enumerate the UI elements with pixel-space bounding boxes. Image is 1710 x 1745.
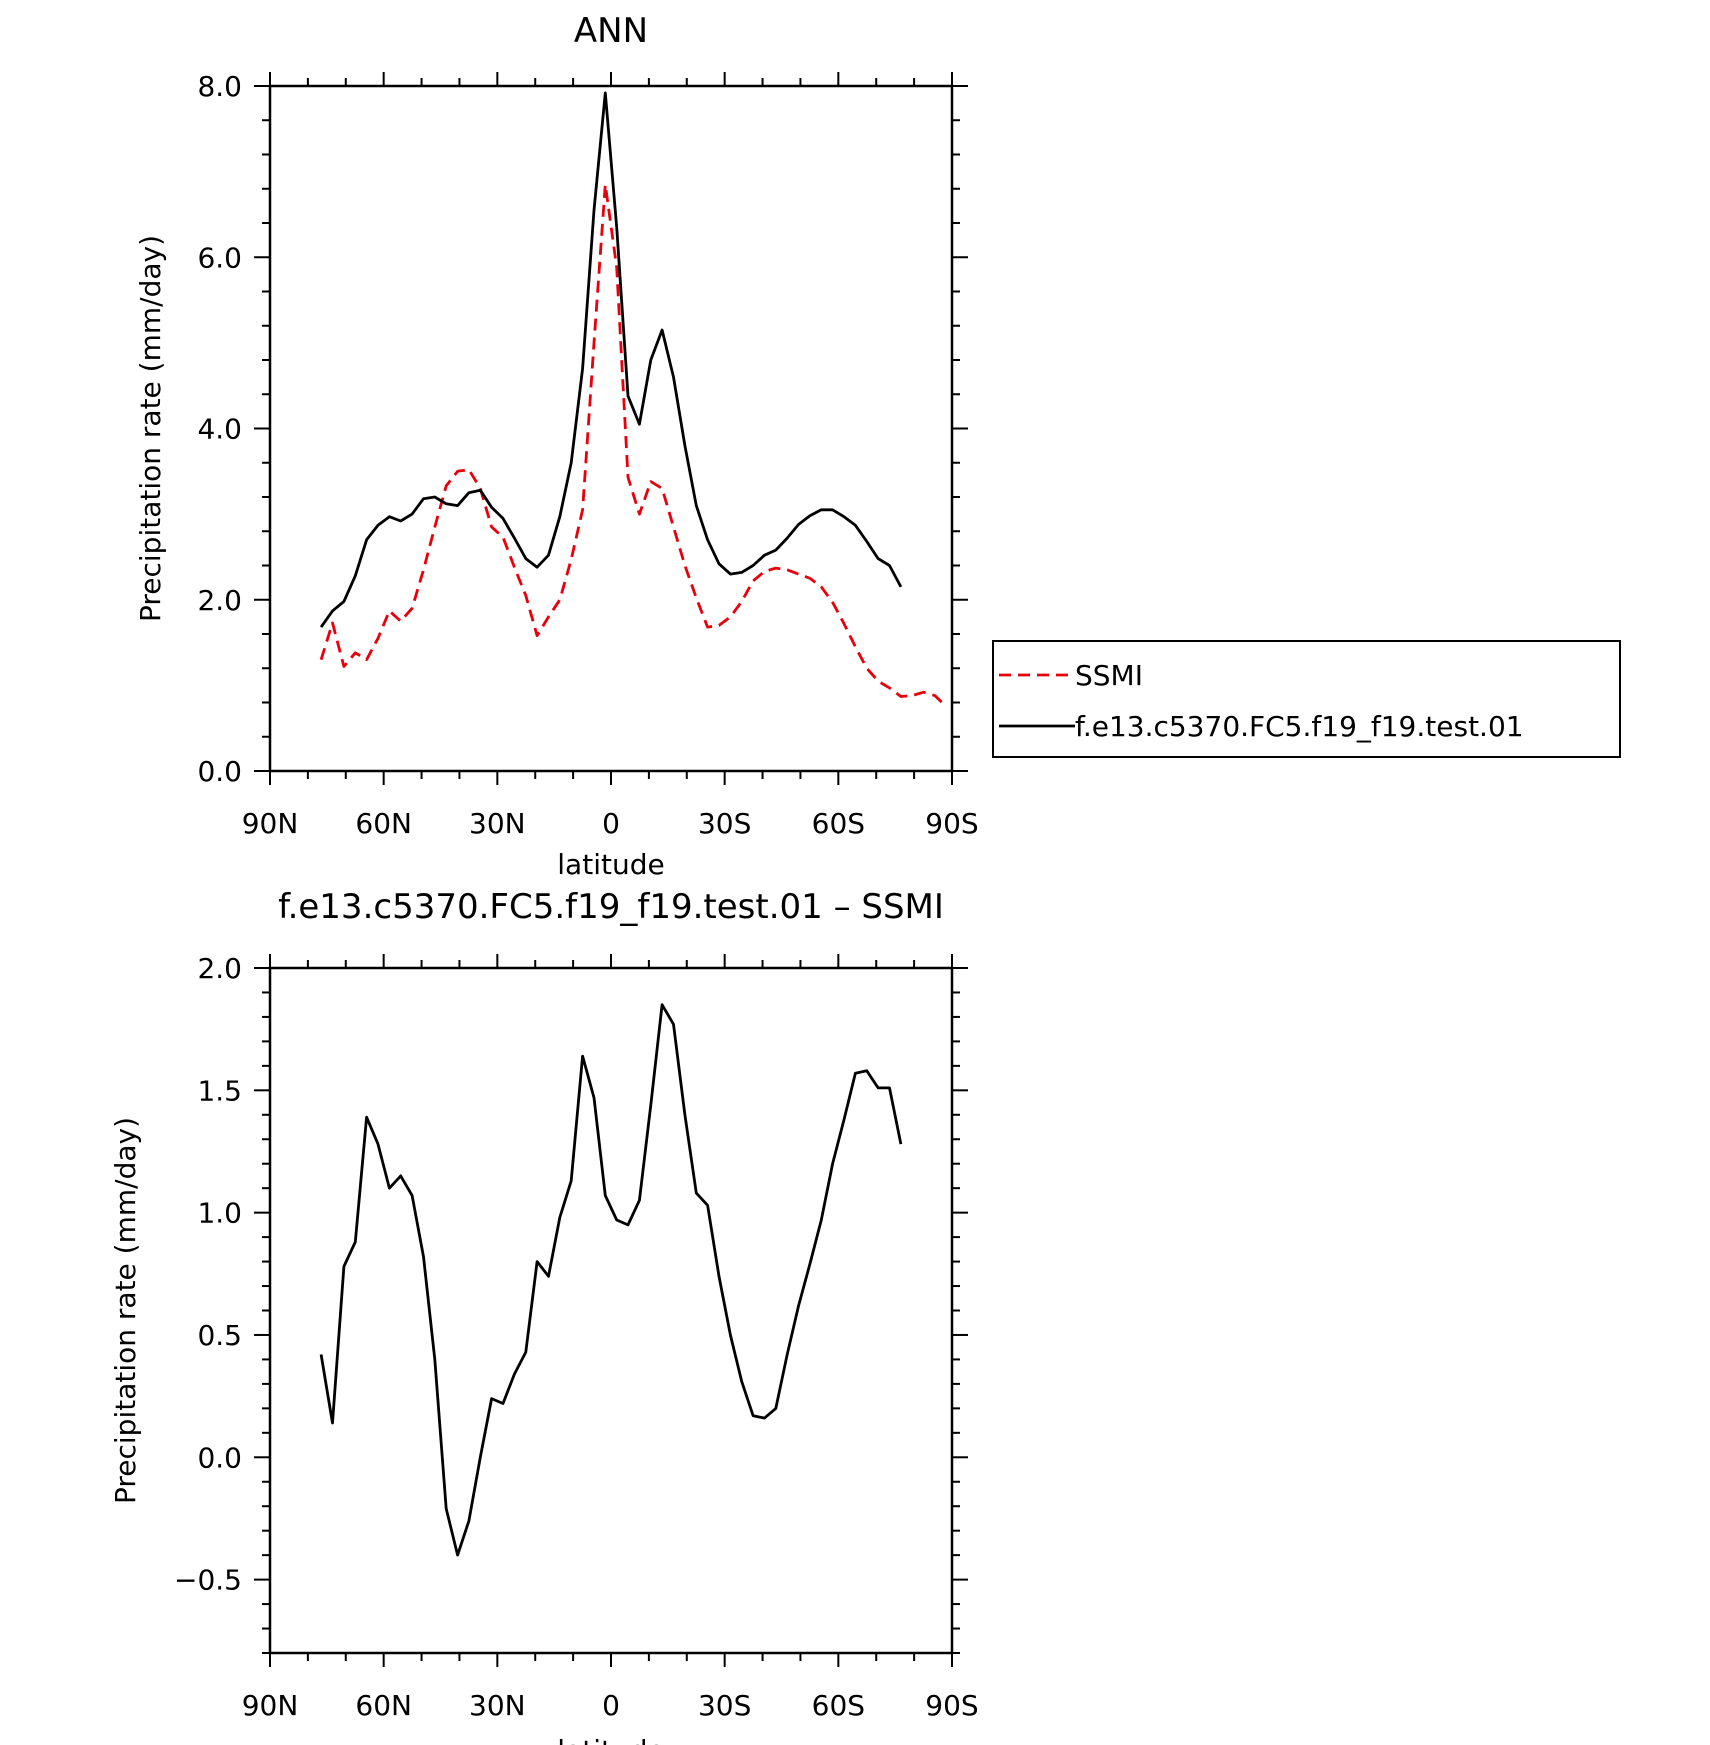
legend-entry: SSMI	[1075, 659, 1143, 692]
y-tick-label: 1.5	[197, 1074, 242, 1107]
x-tick-label: 90S	[925, 807, 978, 840]
plot-frame	[268, 84, 954, 773]
series-line-ssmi	[319, 183, 948, 708]
y-tick-label: 4.0	[197, 413, 242, 446]
x-tick-label: 90N	[242, 1689, 299, 1722]
legend-box	[992, 640, 1621, 758]
y-tick-label: 1.0	[197, 1197, 242, 1230]
y-tick-label: 2.0	[197, 952, 242, 985]
chart-annual-precipitation: 90N 60N 30N 0 30S 60S 90S 0.0 2.0 4.0 6.0 8.0 ANN lat…	[134, 11, 1621, 881]
y-tick-label: −0.5	[174, 1564, 242, 1597]
chart-difference: 90N 60N 30N 0 30S 60S 90S −0.5 0.0 0.5 1.0 1.5 2.0 f.…	[109, 887, 979, 1745]
y-tick-label: 0.0	[197, 1441, 242, 1474]
x-tick-label: 60N	[355, 807, 412, 840]
x-tick-label: 30S	[698, 807, 751, 840]
x-tick-label: 0	[602, 807, 620, 840]
y-tick-label: 0.0	[197, 755, 242, 788]
y-axis-label: Precipitation rate (mm/day)	[134, 235, 167, 622]
x-axis-label: latitude	[557, 1734, 664, 1745]
y-tick-label: 0.5	[197, 1319, 242, 1352]
x-tick-label: 60N	[355, 1689, 412, 1722]
y-tick-label: 2.0	[197, 584, 242, 617]
x-tick-label: 60S	[812, 807, 865, 840]
x-tick-label: 30N	[469, 807, 526, 840]
chart-title: f.e13.c5370.FC5.f19_f19.test.01 – SSMI	[278, 887, 944, 927]
x-axis-label: latitude	[557, 848, 664, 881]
x-tick-label: 90N	[242, 807, 299, 840]
plot-frame	[268, 966, 954, 1655]
x-tick-label: 60S	[812, 1689, 865, 1722]
x-tick-label: 30S	[698, 1689, 751, 1722]
series-line-model	[319, 91, 903, 628]
x-tick-label: 90S	[925, 1689, 978, 1722]
x-tick-label: 0	[602, 1689, 620, 1722]
series-line-difference	[319, 1003, 903, 1557]
y-tick-label: 8.0	[197, 70, 242, 103]
chart-title: ANN	[574, 11, 648, 51]
y-tick-label: 6.0	[197, 241, 242, 274]
legend-entry: f.e13.c5370.FC5.f19_f19.test.01	[1075, 710, 1524, 743]
x-tick-label: 30N	[469, 1689, 526, 1722]
y-axis-label: Precipitation rate (mm/day)	[109, 1117, 142, 1504]
